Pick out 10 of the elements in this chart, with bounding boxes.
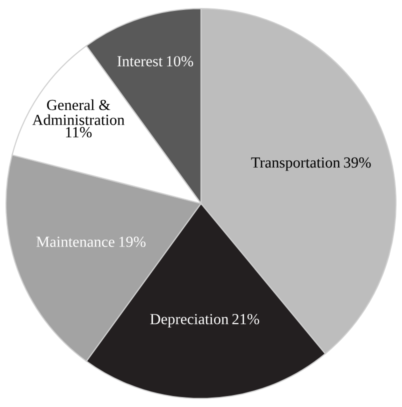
slice-label: Depreciation [150, 314, 228, 328]
data-label: 39% [344, 157, 371, 168]
data-label: 21% [232, 314, 260, 324]
slice-label: Maintenance [36, 236, 114, 247]
data-label: 10% [166, 56, 194, 66]
data-label: 19% [119, 236, 146, 247]
slice-label: Transportation [251, 157, 340, 171]
slice-label: General & Administration [32, 99, 124, 126]
slice-label: Interest [117, 56, 163, 66]
data-label: 11% [66, 127, 92, 138]
